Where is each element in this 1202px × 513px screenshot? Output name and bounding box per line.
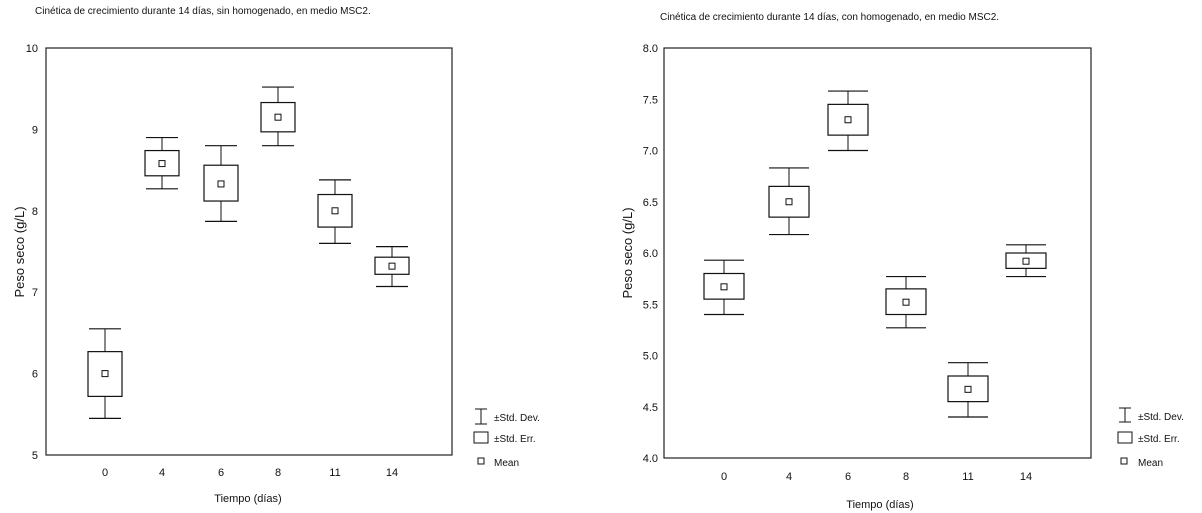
box-group xyxy=(768,167,810,236)
chart-left-plot-frame xyxy=(45,47,453,456)
mean-marker xyxy=(101,370,109,378)
x-tick-label: 4 xyxy=(159,467,165,479)
x-tick-label: 14 xyxy=(1020,471,1032,483)
mean-marker xyxy=(1022,257,1030,265)
x-tick-label: 0 xyxy=(102,467,108,479)
chart-right-y-label: Peso seco (g/L) xyxy=(620,207,635,298)
legend-std-err-label: ±Std. Err. xyxy=(494,434,536,445)
chart-right: Cinética de crecimiento durante 14 días,… xyxy=(620,12,1184,511)
legend-mean-label: Mean xyxy=(494,458,519,469)
mean-marker xyxy=(331,207,339,215)
chart-left-x-label: Tiempo (días) xyxy=(214,493,281,505)
box-group xyxy=(260,86,296,147)
std-err-legend-icon xyxy=(1117,431,1133,444)
y-tick-label: 6 xyxy=(32,369,38,381)
chart-left-title: Cinética de crecimiento durante 14 días,… xyxy=(35,6,371,17)
chart-left: Cinética de crecimiento durante 14 días,… xyxy=(12,6,540,505)
mean-marker xyxy=(158,160,166,168)
mean-legend-icon xyxy=(1120,457,1128,465)
std-err-box xyxy=(203,164,239,202)
box-group xyxy=(885,275,927,329)
chart-left-y-axis: 5 6 7 8 9 10 xyxy=(26,43,38,462)
box-group xyxy=(827,90,869,152)
y-tick-label: 8 xyxy=(32,206,38,218)
chart-right-series xyxy=(703,90,1047,418)
y-tick-label: 5.5 xyxy=(643,299,658,311)
box-group xyxy=(1005,244,1047,278)
y-tick-label: 9 xyxy=(32,124,38,136)
std-err-box xyxy=(827,103,869,136)
x-tick-label: 8 xyxy=(903,471,909,483)
std-err-box xyxy=(947,375,989,403)
std-dev-legend-icon xyxy=(1119,407,1131,423)
x-tick-label: 0 xyxy=(721,471,727,483)
chart-left-x-axis: 0 4 6 8 11 14 xyxy=(102,467,398,479)
y-tick-label: 4.0 xyxy=(643,453,658,465)
std-err-box xyxy=(260,101,296,133)
legend-std-dev-label: ±Std. Dev. xyxy=(494,413,540,424)
y-tick-label: 4.5 xyxy=(643,402,658,414)
std-err-box xyxy=(703,272,745,300)
chart-right-x-label: Tiempo (días) xyxy=(846,499,913,511)
y-tick-label: 7 xyxy=(32,287,38,299)
box-group xyxy=(374,246,410,288)
legend-mean-label: Mean xyxy=(1138,458,1163,469)
std-err-box xyxy=(768,185,810,218)
box-group xyxy=(947,362,989,418)
x-tick-label: 11 xyxy=(329,467,340,479)
chart-left-series xyxy=(87,86,410,419)
std-dev-legend-icon xyxy=(475,408,487,425)
legend-std-dev-label: ±Std. Dev. xyxy=(1138,412,1184,423)
y-tick-label: 5 xyxy=(32,450,38,462)
y-tick-label: 6.0 xyxy=(643,248,658,260)
x-tick-label: 14 xyxy=(386,467,398,479)
mean-marker xyxy=(785,198,793,206)
chart-right-y-axis: 4.0 4.5 5.0 5.5 6.0 6.5 7.0 7.5 8.0 xyxy=(643,43,658,465)
legend-std-err-label: ±Std. Err. xyxy=(1138,434,1180,445)
box-group xyxy=(317,179,353,244)
box-group xyxy=(703,259,745,316)
std-err-legend-icon xyxy=(473,431,489,444)
y-tick-label: 8.0 xyxy=(643,43,658,55)
std-err-box xyxy=(374,256,410,275)
chart-right-x-axis: 0 4 6 8 11 14 xyxy=(721,471,1032,483)
y-tick-label: 6.5 xyxy=(643,197,658,209)
mean-legend-icon xyxy=(477,457,485,465)
x-tick-label: 6 xyxy=(845,471,851,483)
mean-marker xyxy=(964,385,972,393)
box-group xyxy=(203,145,239,222)
y-tick-label: 10 xyxy=(26,43,38,55)
y-tick-label: 5.0 xyxy=(643,351,658,363)
x-tick-label: 6 xyxy=(218,467,224,479)
y-tick-label: 7.5 xyxy=(643,94,658,106)
mean-marker xyxy=(720,283,728,291)
x-tick-label: 11 xyxy=(962,471,973,483)
mean-marker xyxy=(902,298,910,306)
chart-right-plot-frame xyxy=(663,47,1092,459)
box-group xyxy=(144,136,180,190)
mean-marker xyxy=(388,262,396,270)
std-err-box xyxy=(317,193,353,228)
mean-marker xyxy=(274,113,282,121)
mean-marker xyxy=(844,116,852,124)
std-err-box xyxy=(144,149,180,177)
chart-right-title: Cinética de crecimiento durante 14 días,… xyxy=(660,12,999,23)
chart-right-legend: ±Std. Dev. ±Std. Err. Mean xyxy=(1117,407,1184,469)
x-tick-label: 4 xyxy=(786,471,792,483)
chart-left-legend: ±Std. Dev. ±Std. Err. Mean xyxy=(473,408,540,469)
std-err-box xyxy=(87,351,123,397)
mean-marker xyxy=(217,180,225,188)
box-group xyxy=(87,328,123,419)
chart-left-y-label: Peso seco (g/L) xyxy=(12,206,27,297)
x-tick-label: 8 xyxy=(275,467,281,479)
std-err-box xyxy=(885,288,927,316)
y-tick-label: 7.0 xyxy=(643,146,658,158)
std-err-box xyxy=(1005,252,1047,269)
